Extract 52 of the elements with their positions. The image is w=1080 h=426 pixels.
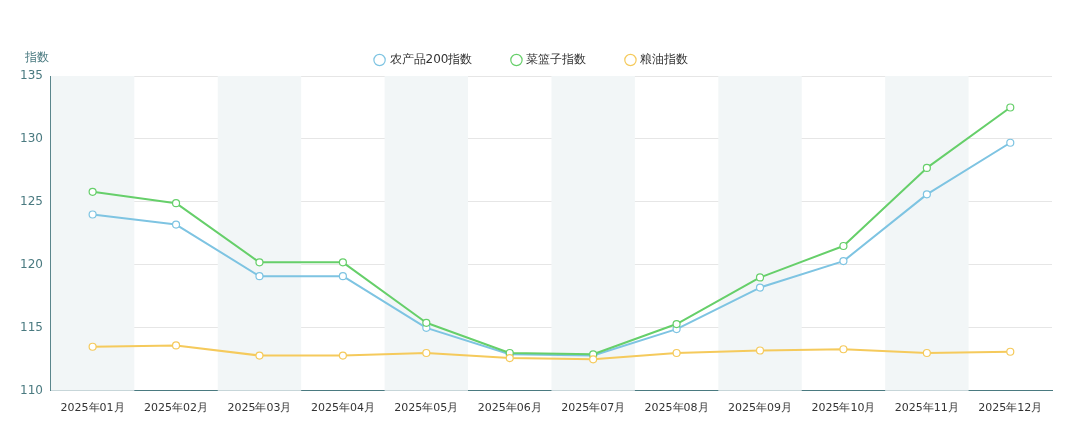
x-tick-label: 2025年09月 xyxy=(728,401,793,415)
legend-label: 农产品200指数 xyxy=(389,52,473,67)
point xyxy=(589,355,598,364)
point xyxy=(88,187,97,196)
y-axis-title: 指数 xyxy=(23,50,49,65)
point xyxy=(1006,347,1015,356)
x-tick-label: 2025年02月 xyxy=(144,401,209,415)
point xyxy=(922,348,931,358)
point xyxy=(839,257,848,266)
x-tick-label: 2025年03月 xyxy=(227,401,292,415)
point xyxy=(839,345,848,354)
x-tick-label: 2025年12月 xyxy=(978,401,1043,415)
point xyxy=(171,341,181,350)
x-tick-label: 2025年08月 xyxy=(644,401,709,415)
point xyxy=(422,318,431,327)
x-tick-label: 2025年01月 xyxy=(60,401,125,415)
point xyxy=(922,190,931,199)
point xyxy=(255,351,264,360)
point xyxy=(338,272,347,281)
y-tick-label: 120 xyxy=(20,257,43,272)
y-tick-label: 125 xyxy=(20,194,43,209)
point xyxy=(755,283,765,292)
point xyxy=(755,273,765,282)
point xyxy=(672,319,681,329)
point xyxy=(171,220,181,229)
x-tick-label: 2025年06月 xyxy=(477,401,542,415)
point xyxy=(672,348,681,358)
point xyxy=(422,348,431,358)
y-tick-label: 135 xyxy=(20,68,43,83)
x-tick-label: 2025年10月 xyxy=(811,401,876,415)
x-tick-label: 2025年04月 xyxy=(310,401,375,415)
point xyxy=(338,351,347,360)
point xyxy=(171,199,181,208)
point xyxy=(88,210,97,219)
x-tick-label: 2025年11月 xyxy=(894,401,959,415)
point xyxy=(839,241,848,251)
y-tick-label: 115 xyxy=(20,319,43,334)
point xyxy=(1006,103,1015,112)
point xyxy=(1006,138,1015,147)
point xyxy=(338,258,347,267)
point xyxy=(88,342,97,351)
legend-label: 粮油指数 xyxy=(640,52,689,67)
point xyxy=(755,346,765,355)
y-tick-label: 110 xyxy=(20,382,43,397)
point xyxy=(922,163,931,173)
x-tick-label: 2025年07月 xyxy=(561,401,626,415)
point xyxy=(505,353,514,363)
legend-label: 菜篮子指数 xyxy=(526,52,587,67)
point xyxy=(255,258,264,267)
point xyxy=(255,272,264,281)
x-tick-label: 2025年05月 xyxy=(394,401,459,415)
y-tick-label: 130 xyxy=(20,131,43,146)
